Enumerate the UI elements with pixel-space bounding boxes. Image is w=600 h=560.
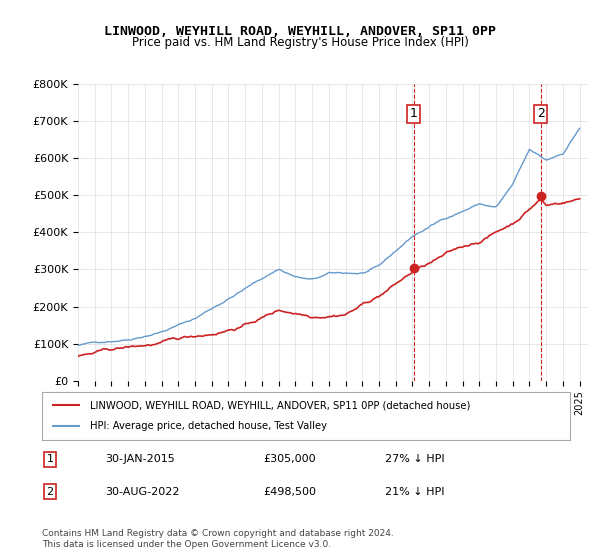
Text: 2: 2 [46, 487, 53, 497]
Text: LINWOOD, WEYHILL ROAD, WEYHILL, ANDOVER, SP11 0PP: LINWOOD, WEYHILL ROAD, WEYHILL, ANDOVER,… [104, 25, 496, 38]
Text: Contains HM Land Registry data © Crown copyright and database right 2024.
This d: Contains HM Land Registry data © Crown c… [42, 529, 394, 549]
Text: LINWOOD, WEYHILL ROAD, WEYHILL, ANDOVER, SP11 0PP (detached house): LINWOOD, WEYHILL ROAD, WEYHILL, ANDOVER,… [89, 400, 470, 410]
Text: £498,500: £498,500 [264, 487, 317, 497]
Text: 30-AUG-2022: 30-AUG-2022 [106, 487, 180, 497]
Text: HPI: Average price, detached house, Test Valley: HPI: Average price, detached house, Test… [89, 421, 326, 431]
Text: 1: 1 [410, 107, 418, 120]
Text: 1: 1 [46, 454, 53, 464]
Text: 21% ↓ HPI: 21% ↓ HPI [385, 487, 445, 497]
Text: 2: 2 [537, 107, 545, 120]
Text: Price paid vs. HM Land Registry's House Price Index (HPI): Price paid vs. HM Land Registry's House … [131, 36, 469, 49]
Text: 30-JAN-2015: 30-JAN-2015 [106, 454, 175, 464]
Text: 27% ↓ HPI: 27% ↓ HPI [385, 454, 445, 464]
Text: £305,000: £305,000 [264, 454, 316, 464]
